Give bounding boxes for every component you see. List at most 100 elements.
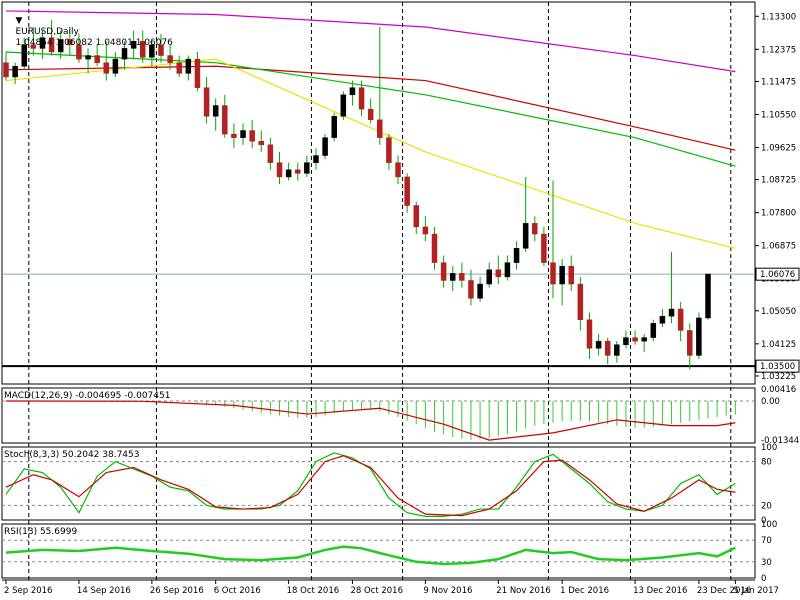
date-tick-label: 23 Dec 2016 <box>697 586 751 596</box>
candle-body <box>212 105 219 117</box>
candle-body <box>377 119 383 138</box>
candle-body <box>149 44 155 58</box>
candle-body <box>140 41 146 58</box>
candle-body <box>158 44 164 56</box>
stoch-tick-label: 0 <box>761 516 766 526</box>
candle-body <box>258 140 265 146</box>
date-tick-label: 9 Nov 2016 <box>423 586 472 596</box>
candle-body <box>331 115 337 138</box>
stoch-tick-label: 100 <box>761 443 777 453</box>
candle-body <box>313 155 319 163</box>
price-tick-label: 1.08725 <box>761 176 796 186</box>
panel-frame-0 <box>1 1 756 385</box>
date-tick-label: 21 Nov 2016 <box>496 586 550 596</box>
date-tick-label: 28 Oct 2016 <box>350 586 403 596</box>
price-tick-label: 1.13300 <box>761 12 796 22</box>
price-tick-label: 1.12375 <box>761 45 796 55</box>
candle-body <box>367 108 374 121</box>
candle-body <box>705 273 711 319</box>
candle-body <box>532 223 538 235</box>
candle-body <box>614 344 620 356</box>
candle-body <box>513 248 520 263</box>
stoch-signal-line <box>5 455 736 517</box>
candle-body <box>103 62 110 74</box>
candle-body <box>349 87 356 96</box>
moving-average-green <box>5 51 736 167</box>
candle-body <box>413 205 420 228</box>
stoch-tick-label: 20 <box>761 501 772 511</box>
candle-body <box>422 226 429 235</box>
price-tick-label: 1.09625 <box>761 143 796 153</box>
candle-body <box>267 144 274 163</box>
candle-body <box>39 37 46 49</box>
panel-frame-2 <box>1 446 756 521</box>
candle-body <box>632 337 638 342</box>
current-price-label: 1.06076 <box>760 270 795 280</box>
candle-body <box>240 130 246 138</box>
candle-body <box>112 58 119 74</box>
rsi-tick-label: 0 <box>761 574 766 584</box>
price-tick-label: 1.07800 <box>761 209 796 219</box>
candle-body <box>3 62 9 78</box>
candle-body <box>659 315 666 324</box>
candle-body <box>440 262 447 281</box>
price-tick-label: 1.04125 <box>761 340 796 350</box>
candle-body <box>121 48 128 60</box>
date-tick-label: 2 Sep 2016 <box>4 586 52 596</box>
candle-body <box>130 41 137 49</box>
candle-body <box>395 162 401 178</box>
candle-body <box>67 39 73 46</box>
candle-body <box>595 340 602 349</box>
candle-body <box>449 273 456 281</box>
candle-body <box>677 308 684 331</box>
price-tick-label: 1.03225 <box>761 372 796 382</box>
candle-body <box>386 137 392 163</box>
rsi-line <box>5 545 736 566</box>
candle-body <box>522 223 529 249</box>
main-header: ▼ EURUSD,Daily 1.04854 1.06082 1.04801 1… <box>4 5 173 60</box>
candle-body <box>276 162 283 178</box>
candle-body <box>30 44 37 49</box>
collapse-arrow-icon[interactable]: ▼ <box>15 16 23 26</box>
candle-body <box>504 262 511 278</box>
candle-body <box>194 58 201 88</box>
panel-frame-1 <box>1 387 756 444</box>
macd-header: MACD(12,26,9) -0.004695 -0.007451 <box>4 391 171 401</box>
stoch-tick-label: 80 <box>761 458 772 468</box>
candle-body <box>48 37 55 53</box>
candle-body <box>167 55 173 63</box>
candle-body <box>76 44 82 60</box>
price-tick-label: 1.10550 <box>761 110 796 120</box>
candle-body <box>641 337 647 342</box>
candle-body <box>12 66 18 78</box>
candle-body <box>495 269 502 278</box>
date-tick-label: 14 Sep 2016 <box>77 586 131 596</box>
candle-body <box>322 137 328 156</box>
rsi-tick-label: 70 <box>761 536 772 546</box>
candle-body <box>668 308 675 317</box>
moving-average-red <box>5 65 736 151</box>
candle-body <box>185 58 192 74</box>
moving-average-yellow <box>5 58 736 249</box>
candle-body <box>687 330 693 356</box>
candle-body <box>459 273 465 281</box>
candle-body <box>222 105 228 135</box>
macd-tick-label: 0.00 <box>761 397 780 407</box>
rsi-header: RSI(13) 55.6999 <box>4 527 78 537</box>
candle-body <box>586 319 593 349</box>
macd-tick-label: -0.013447 <box>761 436 800 446</box>
candle-body <box>249 130 255 142</box>
current-price-box <box>755 267 800 281</box>
price-tick-label: 1.05050 <box>761 307 796 317</box>
candle-body <box>486 269 492 285</box>
candle-body <box>231 133 237 138</box>
price-tick-label: 1.06875 <box>761 242 796 252</box>
candle-body <box>94 55 100 63</box>
ohlc-label: 1.04854 1.06082 1.04801 1.06076 <box>15 38 173 48</box>
candle-body <box>431 233 438 263</box>
candle-body <box>550 262 556 285</box>
macd-signal-line <box>5 400 736 441</box>
support-label: 1.03500 <box>760 362 795 372</box>
